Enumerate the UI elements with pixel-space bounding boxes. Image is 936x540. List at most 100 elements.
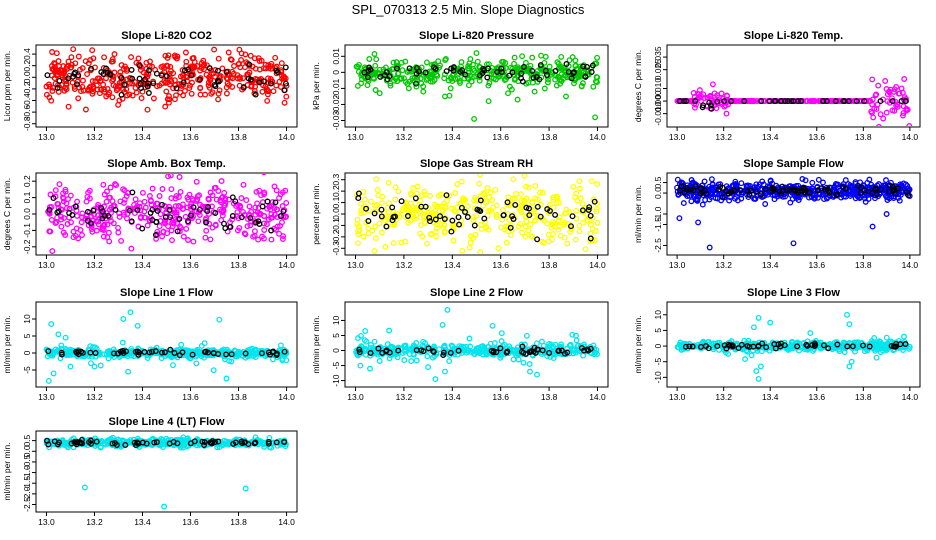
data-point (481, 190, 488, 197)
data-point-mean (412, 195, 419, 202)
data-point (417, 222, 424, 229)
x-tick-label: 13.2 (86, 392, 103, 402)
data-point (376, 358, 383, 364)
data-point (542, 53, 549, 60)
data-point (428, 230, 435, 237)
data-point (385, 179, 392, 186)
data-point (261, 174, 267, 176)
data-point (179, 67, 186, 74)
data-point-mean (176, 215, 183, 222)
data-point (79, 232, 85, 238)
data-point (879, 342, 886, 349)
data-point (706, 244, 713, 251)
data-point (906, 123, 913, 126)
data-point (517, 191, 524, 198)
plot-frame (344, 301, 609, 388)
data-point (515, 223, 522, 230)
data-point (135, 55, 142, 62)
data-point-mean (181, 67, 188, 74)
x-tick-label: 13.4 (134, 132, 151, 142)
data-point-mean (735, 345, 742, 352)
data-point-mean (450, 67, 457, 74)
data-point (376, 90, 383, 97)
data-point-mean (418, 203, 425, 210)
data-point (153, 200, 160, 207)
data-point (180, 233, 187, 240)
data-point-mean (845, 98, 852, 105)
data-point-mean (215, 438, 222, 445)
data-point-mean (196, 76, 203, 83)
data-point-mean (383, 348, 390, 355)
data-point (711, 90, 718, 97)
data-point (594, 79, 600, 86)
data-point-mean (477, 197, 484, 204)
data-point-mean (146, 67, 152, 74)
data-point (205, 82, 212, 89)
data-point-mean (586, 204, 593, 211)
data-point-mean (872, 186, 879, 193)
data-point (170, 85, 177, 92)
data-point (402, 58, 409, 65)
data-point (495, 73, 502, 80)
data-point (414, 206, 421, 213)
data-point-mean (196, 206, 203, 213)
data-point (98, 86, 105, 93)
data-point-mean (448, 228, 455, 235)
data-point (156, 440, 163, 447)
data-point-mean (214, 77, 221, 84)
data-point (399, 207, 406, 214)
x-tick-label: 13.0 (38, 392, 55, 402)
data-point (261, 227, 268, 233)
x-tick-label: 13.6 (809, 392, 826, 402)
data-point-mean (118, 74, 125, 81)
data-point-mean (206, 65, 213, 72)
data-point (107, 184, 114, 191)
data-point (115, 229, 122, 236)
y-tick-label: 5 (653, 328, 663, 333)
data-point (46, 444, 53, 451)
data-point-mean (222, 225, 229, 232)
y-tick-label: 0.0 (22, 208, 32, 220)
data-point (570, 183, 577, 190)
data-point (103, 198, 110, 205)
data-point-mean (769, 188, 776, 195)
data-point-mean (686, 343, 693, 350)
data-point (406, 78, 413, 85)
data-point-mean (578, 345, 585, 351)
data-point (100, 233, 107, 240)
data-point (101, 440, 108, 447)
data-point-mean (512, 201, 519, 208)
data-point-mean (232, 198, 239, 205)
y-tick-label: 0.0 (331, 208, 341, 220)
data-point (234, 209, 241, 216)
data-point (576, 222, 583, 229)
data-point (846, 363, 853, 370)
data-point (519, 53, 526, 60)
data-point (362, 328, 369, 334)
data-point (217, 199, 224, 206)
data-point-mean (377, 73, 384, 80)
data-point (558, 341, 565, 348)
data-point (547, 201, 553, 208)
data-point (242, 485, 249, 492)
data-point-mean (118, 91, 125, 98)
x-tick-label: 13.0 (347, 392, 364, 402)
data-point-mean (238, 438, 245, 445)
data-point (567, 228, 574, 235)
data-point (215, 90, 222, 97)
data-point (868, 108, 875, 115)
data-point (238, 195, 245, 202)
data-point (149, 185, 156, 192)
x-tick-label: 13.4 (444, 260, 461, 270)
data-point-mean (413, 80, 419, 87)
data-point (251, 90, 258, 97)
data-point (466, 244, 473, 251)
data-point (497, 354, 504, 361)
data-point (395, 188, 402, 195)
data-point-mean (886, 182, 893, 189)
data-point (63, 205, 70, 212)
data-point-mean (825, 345, 832, 352)
data-point (115, 224, 121, 231)
data-point (280, 213, 287, 220)
data-point (45, 81, 52, 88)
